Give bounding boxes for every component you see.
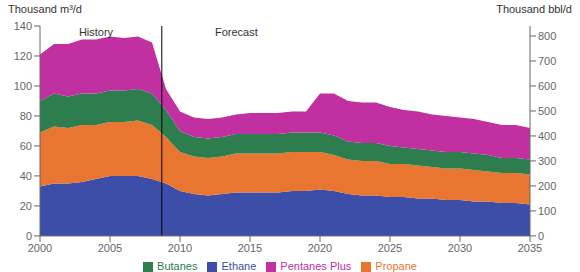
svg-text:2000: 2000: [28, 242, 52, 254]
svg-text:2010: 2010: [168, 242, 192, 254]
svg-text:300: 300: [538, 155, 556, 167]
html-text:Thousand m³/d: Thousand m³/d: [8, 3, 82, 15]
svg-text:500: 500: [538, 105, 556, 117]
svg-text:40: 40: [20, 170, 32, 182]
svg-text:Forecast: Forecast: [215, 26, 258, 38]
svg-text:20: 20: [20, 200, 32, 212]
svg-text:200: 200: [538, 180, 556, 192]
svg-text:2020: 2020: [308, 242, 332, 254]
svg-text:0: 0: [538, 230, 544, 242]
html-text:Ethane: Ethane: [221, 259, 257, 272]
html-text:Thousand bbl/d: Thousand bbl/d: [496, 3, 572, 15]
svg-text:100: 100: [14, 80, 32, 92]
html-text:Butanes: Butanes: [157, 259, 198, 272]
svg-text:140: 140: [14, 20, 32, 32]
svg-text:2015: 2015: [238, 242, 262, 254]
svg-text:60: 60: [20, 140, 32, 152]
svg-text:100: 100: [538, 205, 556, 217]
svg-text:700: 700: [538, 55, 556, 67]
svg-text:800: 800: [538, 30, 556, 42]
svg-text:2025: 2025: [378, 242, 402, 254]
svg-text:2030: 2030: [448, 242, 472, 254]
html-text:Propane: Propane: [375, 259, 417, 272]
svg-text:2005: 2005: [98, 242, 122, 254]
svg-text:600: 600: [538, 80, 556, 92]
svg-text:0: 0: [26, 230, 32, 242]
svg-text:120: 120: [14, 50, 32, 62]
svg-text:400: 400: [538, 130, 556, 142]
svg-text:80: 80: [20, 110, 32, 122]
svg-text:History: History: [79, 26, 114, 38]
html-text:Pentanes Plus: Pentanes Plus: [280, 259, 352, 272]
svg-text:2035: 2035: [518, 242, 542, 254]
